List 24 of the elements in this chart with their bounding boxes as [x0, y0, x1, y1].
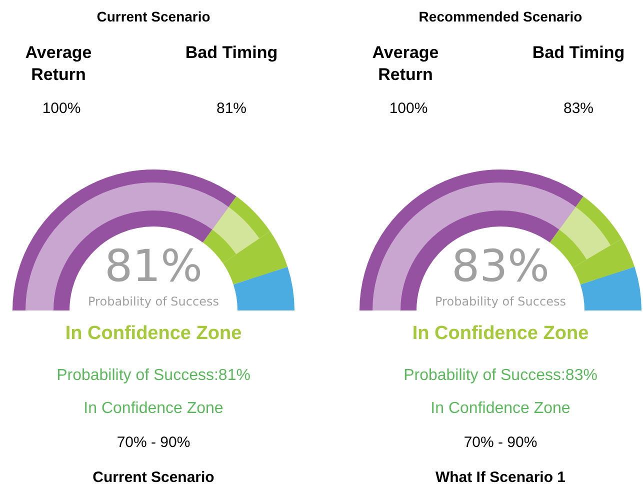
text: What If Scenario 1: [435, 469, 566, 486]
text: In Confidence Zone: [412, 323, 589, 344]
text: 100%: [389, 100, 428, 117]
text: Probability of Success:83%: [404, 367, 598, 384]
text: Probability of Success: [88, 294, 219, 308]
text: 70% - 90%: [116, 434, 190, 451]
text: 83%: [452, 241, 550, 292]
text: 81%: [104, 241, 202, 292]
text: 83%: [563, 100, 594, 117]
text: 81%: [216, 100, 247, 117]
text: Average Return: [372, 42, 439, 84]
text: Current Scenario: [92, 469, 214, 486]
text: Bad Timing: [185, 43, 278, 62]
text: Bad Timing: [532, 43, 625, 62]
text: Average Return: [25, 42, 92, 84]
text: In Confidence Zone: [84, 400, 224, 417]
text: In Confidence Zone: [430, 400, 570, 417]
text: Probability of Success: [435, 294, 566, 308]
text: 100%: [42, 100, 81, 117]
chart-title: Recommended Scenario: [418, 8, 582, 24]
text: Probability of Success:81%: [56, 367, 250, 384]
text: In Confidence Zone: [65, 323, 242, 344]
text: 70% - 90%: [464, 434, 538, 451]
chart-title: Current Scenario: [96, 8, 210, 24]
